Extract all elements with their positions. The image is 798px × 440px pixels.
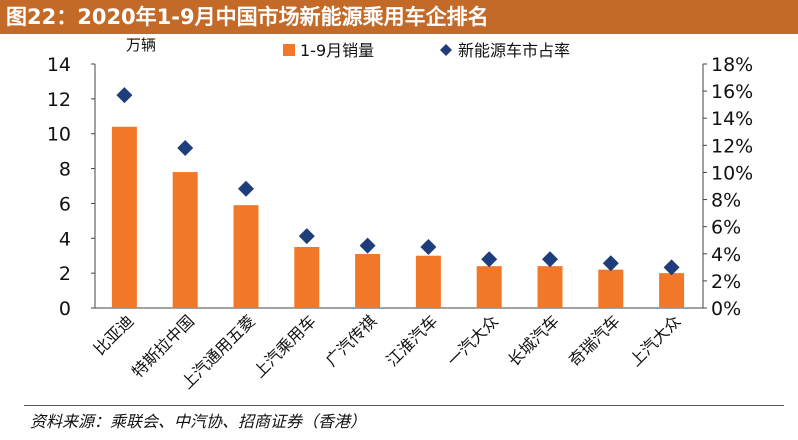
right-tick-label: 12%: [711, 135, 753, 157]
right-tick-label: 10%: [711, 162, 753, 184]
category-label: 比亚迪: [90, 311, 137, 358]
right-tick-label: 0%: [711, 298, 741, 320]
marker-share: [542, 251, 558, 268]
marker-share: [602, 255, 619, 272]
bar-sales: [537, 266, 563, 308]
right-tick-label: 4%: [711, 244, 741, 266]
category-label: 一汽大众: [443, 311, 502, 370]
right-tick-label: 14%: [711, 108, 753, 130]
category-label: 长城汽车: [504, 311, 563, 370]
right-tick-label: 16%: [711, 81, 753, 103]
bar-sales: [111, 126, 137, 308]
marker-share: [420, 239, 437, 255]
left-tick-label: 14: [47, 54, 71, 76]
bar-sales: [355, 253, 381, 308]
left-tick-label: 0: [59, 298, 71, 320]
marker-share: [298, 228, 315, 245]
left-tick-label: 4: [59, 228, 71, 250]
marker-share: [177, 140, 194, 157]
y-axis-unit: 万辆: [126, 36, 156, 54]
category-label: 江淮汽车: [383, 311, 442, 370]
left-tick-label: 10: [47, 124, 71, 146]
right-tick-label: 6%: [711, 217, 741, 239]
left-tick-label: 12: [47, 89, 71, 111]
bar-sales: [233, 205, 259, 308]
marker-share: [663, 259, 680, 276]
marker-share: [238, 180, 254, 197]
right-tick-label: 2%: [711, 271, 741, 293]
right-tick-label: 8%: [711, 190, 741, 212]
source-divider: [24, 405, 784, 406]
legend-swatch-share: [440, 44, 452, 56]
category-label: 奇瑞汽车: [565, 311, 624, 370]
left-tick-label: 6: [59, 193, 71, 215]
bar-sales: [415, 255, 441, 308]
bar-sales: [598, 269, 624, 308]
marker-share: [116, 87, 133, 104]
bar-sales: [294, 247, 320, 308]
category-label: 上汽乘用车: [250, 311, 320, 381]
source-note: 资料来源：乘联会、中汽协、招商证券（香港）: [30, 412, 367, 431]
bar-sales: [659, 273, 685, 308]
category-label: 上汽大众: [626, 311, 685, 370]
chart-title: 图22：2020年1-9月中国市场新能源乘用车企排名: [0, 0, 798, 34]
chart-area: 0 2 4 6 8 10 12 14 万辆 0% 2% 4% 6% 8% 10% 12% 14% 16% 18% 比亚…: [47, 36, 753, 393]
legend-label-sales: 1-9月销量: [300, 41, 374, 60]
bar-sales: [172, 172, 198, 308]
category-label: 广汽传祺: [322, 311, 381, 370]
left-tick-label: 2: [59, 263, 71, 285]
legend-swatch-sales: [283, 44, 295, 56]
marker-share: [481, 251, 498, 268]
left-tick-label: 8: [59, 159, 71, 181]
legend-label-share: 新能源车市占率: [458, 41, 570, 60]
marker-share: [359, 237, 376, 254]
bar-sales: [476, 266, 502, 308]
right-tick-label: 18%: [711, 54, 753, 76]
